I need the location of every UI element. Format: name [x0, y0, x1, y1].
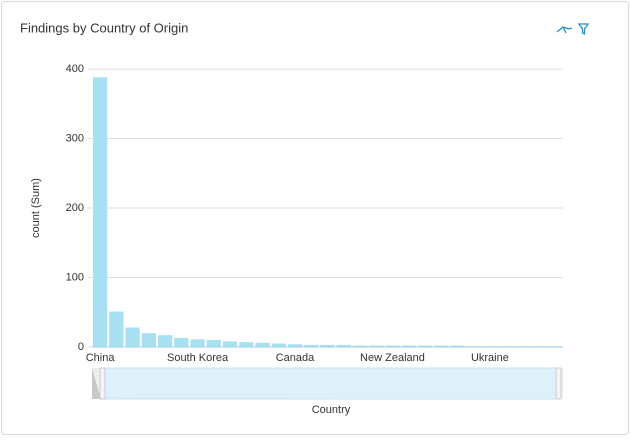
bar	[385, 345, 400, 347]
range-navigator[interactable]	[92, 367, 563, 400]
navigator-handle[interactable]	[99, 367, 106, 400]
bar	[92, 77, 108, 347]
bar	[401, 345, 416, 347]
bar	[239, 342, 254, 347]
bar	[255, 342, 270, 347]
x-axis-label: Country	[312, 404, 351, 416]
bar	[174, 337, 189, 347]
zoom-icon[interactable]	[556, 26, 573, 34]
y-axis-label: count (Sum)	[30, 178, 42, 238]
x-tick-label: Ukraine	[471, 352, 509, 364]
filter-icon[interactable]	[577, 23, 590, 36]
x-tick-label: New Zealand	[360, 352, 425, 364]
bar	[206, 340, 221, 347]
card	[1, 1, 629, 435]
bar	[190, 339, 205, 347]
bar	[434, 345, 449, 347]
x-tick-label: South Korea	[167, 352, 229, 364]
y-tick-label: 0	[78, 341, 84, 353]
toolbar-icons[interactable]	[556, 23, 590, 36]
navigator-window[interactable]	[103, 367, 557, 400]
bar	[141, 333, 156, 347]
y-tick-label: 400	[66, 63, 84, 75]
y-tick-label: 100	[66, 271, 84, 283]
bar	[369, 345, 384, 347]
bar	[125, 327, 140, 347]
y-tick-label: 200	[66, 202, 84, 214]
bar	[304, 344, 319, 347]
navigator-handle[interactable]	[555, 367, 562, 400]
bar	[222, 341, 238, 347]
x-tick-label: Canada	[276, 352, 315, 364]
bar	[287, 344, 303, 347]
bar	[320, 344, 335, 347]
bar	[450, 345, 465, 347]
bar	[352, 345, 368, 347]
bar	[271, 343, 286, 347]
bar	[157, 335, 173, 347]
bar	[336, 344, 351, 347]
x-tick-label: China	[86, 352, 116, 364]
chart-title: Findings by Country of Origin	[20, 20, 188, 35]
bar	[109, 311, 124, 347]
y-tick-label: 300	[66, 132, 84, 144]
bar	[417, 345, 433, 347]
